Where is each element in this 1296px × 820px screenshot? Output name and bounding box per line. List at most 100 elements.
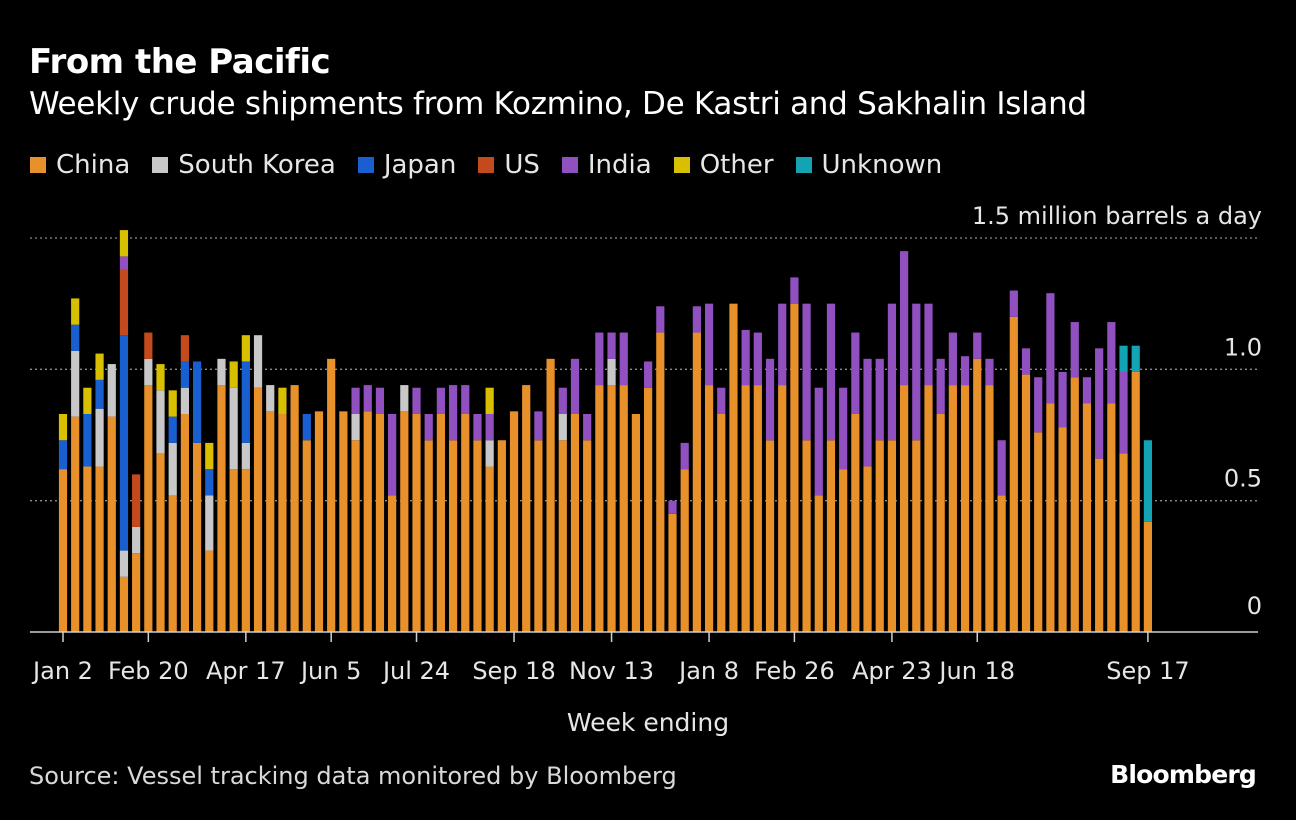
bar-segment-china (388, 495, 397, 632)
bar-segment-south-korea (400, 385, 409, 412)
bar-segment-india (363, 385, 372, 412)
bar-segment-india (375, 387, 385, 414)
bar-segment-us (144, 332, 153, 359)
bar-segment-india (119, 256, 129, 270)
legend-swatch-other (673, 157, 690, 173)
chart-title: From the Pacific (29, 42, 331, 82)
bar-segment-china (826, 440, 836, 632)
bar-segment-unknown (1131, 345, 1140, 372)
bar-segment-india (973, 332, 982, 359)
bar-segment-china (753, 385, 762, 632)
bar-segment-china (1143, 521, 1153, 632)
bar-segment-south-korea (119, 550, 129, 577)
source-note: Source: Vessel tracking data monitored b… (29, 762, 677, 790)
legend: China South Korea Japan US India Other U… (30, 150, 964, 180)
bar-segment-china (229, 469, 238, 632)
bar-segment-china (997, 495, 1006, 632)
bar-segment-china (1009, 316, 1018, 632)
bar-segment-china (448, 440, 458, 632)
bar-segment-india (863, 358, 872, 467)
bar-segment-india (448, 385, 458, 441)
bar-segment-china (656, 332, 665, 632)
bar-segment-china (1046, 403, 1055, 632)
bar-segment-india (900, 251, 909, 386)
bar-segment-south-korea (180, 387, 189, 414)
bar-segment-china (570, 413, 580, 632)
bar-segment-china (960, 385, 970, 632)
x-tick-label: Jan 8 (677, 657, 739, 685)
x-tick-label: Feb 26 (754, 657, 835, 685)
bar-segment-india (778, 303, 787, 386)
bar-segment-india (839, 387, 848, 470)
bar-segment-south-korea (71, 350, 80, 417)
bar-segment-unknown (1119, 345, 1128, 372)
legend-item-china: China (30, 150, 130, 180)
y-tick-label: 0 (1247, 592, 1262, 620)
bar-segment-china (1107, 403, 1116, 632)
bar-segment-china (119, 576, 129, 632)
bar-segment-other (485, 387, 494, 414)
bar-segment-china (765, 440, 775, 632)
bar-segment-china (363, 411, 372, 632)
bar-segment-china (156, 453, 165, 632)
bar-segment-china (546, 358, 555, 632)
y-tick-label: 1.0 (1224, 333, 1262, 361)
legend-label-japan: Japan (383, 150, 457, 180)
bar-segment-china (692, 332, 701, 632)
legend-swatch-us (478, 157, 495, 173)
x-tick-label: Sep 18 (472, 657, 555, 685)
bar-segment-south-korea (558, 413, 567, 441)
bar-segment-other (119, 230, 129, 257)
bar-segment-japan (241, 361, 250, 443)
bar-segment-china (1034, 432, 1043, 632)
bar-segment-india (680, 442, 689, 470)
legend-swatch-unknown (795, 157, 812, 173)
bar-segment-china (58, 469, 68, 632)
bar-segment-china (107, 416, 116, 632)
bar-segment-china (912, 440, 921, 632)
bar-segment-china (461, 413, 470, 632)
bar-segment-india (424, 413, 433, 441)
bar-segment-india (388, 413, 397, 496)
bar-segment-china (71, 416, 80, 632)
bar-segment-china (144, 385, 153, 632)
bar-segment-japan (168, 416, 177, 443)
bar-segment-china (1095, 458, 1104, 632)
bar-segment-south-korea (95, 408, 104, 467)
bar-segment-china (680, 469, 689, 632)
bar-segment-japan (180, 361, 189, 388)
bar-segment-south-korea (229, 387, 238, 470)
bar-segment-india (436, 387, 445, 414)
bar-segment-other (168, 390, 177, 417)
bar-segment-china (1070, 377, 1079, 632)
bar-segment-china (302, 440, 311, 632)
x-tick-label: Jun 5 (299, 657, 361, 685)
bar-segment-china (802, 440, 811, 632)
legend-label-us: US (504, 150, 540, 180)
x-tick-label: Apr 17 (206, 657, 286, 685)
bar-segment-china (473, 440, 482, 632)
legend-item-japan: Japan (357, 150, 457, 180)
y-tick-label: 0.5 (1224, 465, 1262, 493)
bar-segment-china (948, 385, 957, 632)
legend-swatch-china (30, 157, 46, 173)
bar-segment-china (973, 358, 982, 632)
x-tick-label: Apr 23 (852, 657, 932, 685)
bar-segment-india (765, 358, 775, 441)
bar-segment-china (95, 466, 104, 632)
bar-segment-india (887, 303, 897, 441)
bar-segment-china (558, 440, 567, 632)
bar-segment-china (863, 466, 872, 632)
bar-segment-other (83, 387, 92, 414)
bar-segment-india (790, 277, 799, 304)
bar-segment-china (509, 411, 519, 632)
bar-segment-japan (192, 361, 202, 443)
bar-segment-india (826, 303, 836, 441)
bar-segment-india (717, 387, 726, 414)
bar-segment-south-korea (253, 335, 263, 388)
bar-segment-japan (83, 413, 92, 467)
bar-segment-china (668, 513, 677, 632)
bar-segment-china (717, 413, 726, 632)
bar-segment-india (936, 358, 945, 414)
